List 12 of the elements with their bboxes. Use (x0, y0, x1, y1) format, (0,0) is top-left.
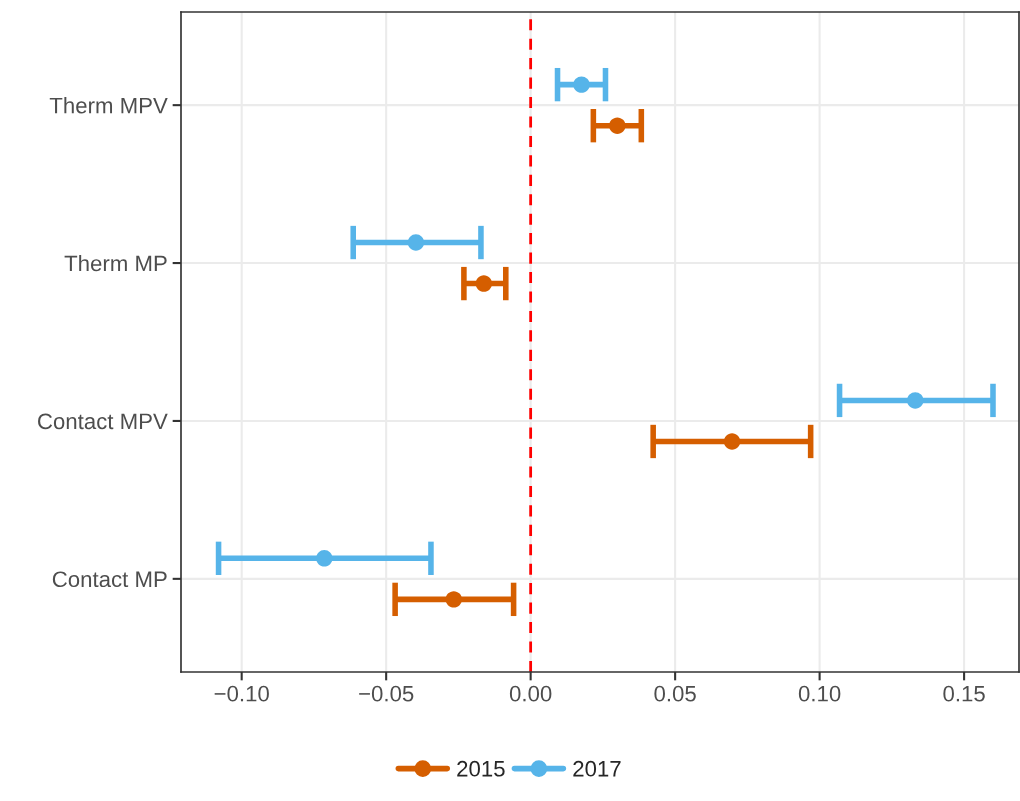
legend-label: 2015 (457, 760, 505, 777)
y-tick-label: Therm MPV (49, 97, 168, 114)
y-tick-label: Therm MP (64, 255, 167, 272)
y-tick-label: Contact MPV (38, 413, 168, 430)
x-tick-label: 0.00 (509, 685, 552, 702)
y-tick-label: Contact MP (52, 571, 167, 588)
x-tick-label: 0.05 (654, 685, 696, 702)
x-tick-label: −0.10 (214, 685, 269, 702)
legend-label: 2017 (573, 760, 621, 777)
x-tick-label: 0.10 (798, 685, 841, 702)
x-tick-label: −0.05 (359, 685, 414, 702)
x-tick-label: 0.15 (943, 685, 985, 702)
